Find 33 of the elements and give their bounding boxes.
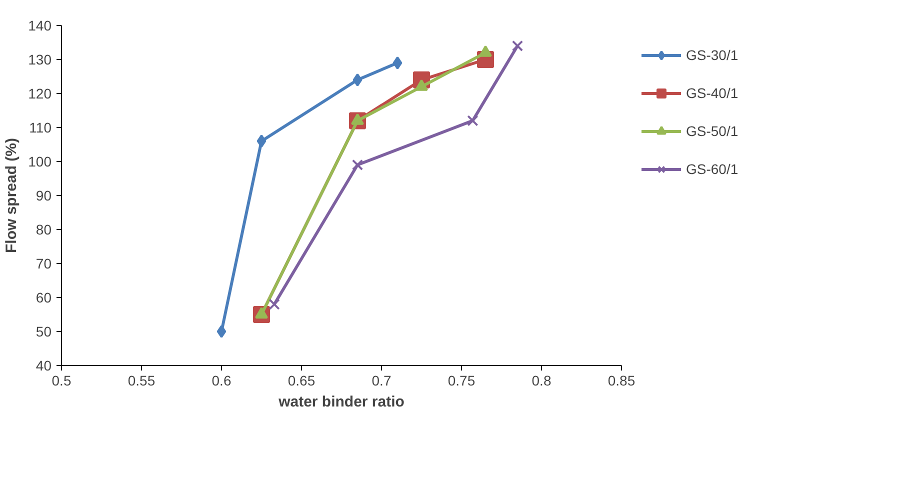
point <box>467 115 478 126</box>
y-tick-label: 60 <box>36 290 52 306</box>
y-tick-label: 130 <box>28 52 52 68</box>
x-tick-label: 0.7 <box>372 372 392 388</box>
point <box>352 159 364 170</box>
x-axis-title: water binder ratio <box>278 394 404 410</box>
x-tick-label: 0.65 <box>288 372 316 388</box>
point <box>268 298 280 310</box>
x-tick-label: 0.75 <box>448 372 476 388</box>
x-tick-label: 0.55 <box>128 372 156 388</box>
y-tick-label: 70 <box>36 256 52 272</box>
y-tick-label: 40 <box>36 358 52 374</box>
legend-label: GS-30/1 <box>686 47 738 63</box>
point <box>256 134 266 148</box>
y-tick-label: 120 <box>28 86 52 102</box>
x-tick-label: 0.85 <box>608 372 636 388</box>
y-tick-label: 140 <box>28 18 52 34</box>
point <box>352 73 362 86</box>
legend-label: GS-50/1 <box>686 123 738 139</box>
y-tick-label: 90 <box>36 188 52 204</box>
legend-label: GS-60/1 <box>686 161 738 177</box>
x-tick-label: 0.8 <box>532 372 552 388</box>
y-tick-label: 80 <box>36 222 52 238</box>
point <box>512 40 524 52</box>
legend-label: GS-40/1 <box>686 85 738 101</box>
y-axis-title: Flow spread (%) <box>3 138 20 254</box>
y-tick-label: 100 <box>28 154 52 170</box>
point <box>216 325 226 338</box>
x-tick-label: 0.6 <box>212 372 232 388</box>
y-tick-label: 110 <box>29 120 52 136</box>
point <box>392 56 402 70</box>
x-tick-label: 0.5 <box>52 372 72 388</box>
y-tick-label: 50 <box>36 324 52 340</box>
